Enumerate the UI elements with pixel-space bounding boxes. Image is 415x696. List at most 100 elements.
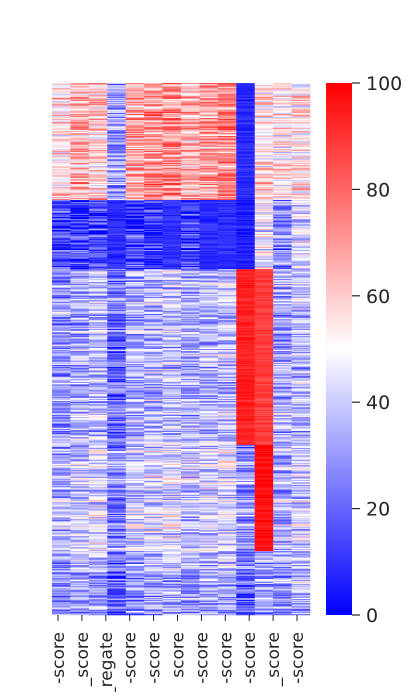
heatmap-cell (217, 153, 237, 155)
heatmap-cell (162, 436, 182, 438)
heatmap-cell (217, 372, 237, 374)
heatmap-cell (144, 453, 163, 455)
heatmap-cell (107, 444, 127, 447)
heatmap-cell (144, 276, 163, 279)
heatmap-cell (199, 437, 219, 439)
heatmap-cell (70, 237, 90, 239)
heatmap-cell (273, 256, 292, 258)
heatmap-cell (181, 136, 200, 138)
heatmap-cell (70, 355, 90, 357)
heatmap-cell (236, 171, 256, 173)
heatmap-cell (181, 110, 200, 113)
heatmap-cell (273, 217, 292, 219)
heatmap-cell (291, 323, 311, 325)
heatmap-cell (273, 114, 292, 117)
heatmap-cell (107, 213, 127, 216)
heatmap-cell (144, 419, 163, 421)
heatmap-cell (217, 410, 237, 413)
heatmap-cell (88, 333, 108, 335)
heatmap-cell (291, 155, 311, 157)
heatmap-cell (144, 269, 163, 271)
heatmap-cell (254, 363, 274, 366)
heatmap-cell (88, 349, 108, 351)
heatmap-cell (70, 144, 90, 147)
heatmap-cell (144, 198, 163, 201)
heatmap-cell (52, 329, 71, 332)
heatmap-cell (217, 335, 237, 337)
heatmap-cell (291, 410, 311, 413)
heatmap-cell (217, 86, 237, 88)
heatmap-cell (88, 373, 108, 375)
heatmap-cell (236, 241, 256, 243)
heatmap-cell (52, 157, 71, 159)
heatmap-cell (291, 89, 311, 91)
heatmap-cell (107, 350, 127, 352)
heatmap-cell (88, 120, 108, 122)
heatmap-cell (162, 278, 182, 281)
heatmap-cell (88, 408, 108, 410)
heatmap-cell (125, 192, 145, 194)
heatmap-cell (162, 225, 182, 227)
heatmap-cell (236, 209, 256, 211)
heatmap-cell (107, 173, 127, 175)
heatmap-cell (70, 404, 90, 406)
heatmap-cell (291, 184, 311, 186)
heatmap-cell (236, 210, 256, 213)
heatmap-cell (254, 146, 274, 149)
heatmap-cell (291, 163, 311, 166)
heatmap-cell (199, 405, 219, 407)
heatmap-cell (162, 440, 182, 442)
heatmap-cell (236, 152, 256, 154)
heatmap-cell (199, 443, 219, 446)
heatmap-cell (217, 201, 237, 203)
heatmap-cell (181, 456, 200, 458)
heatmap-cell (273, 405, 292, 407)
heatmap-cell (107, 430, 127, 433)
heatmap-cell (236, 164, 256, 167)
heatmap-cell (70, 458, 90, 460)
heatmap-cell (291, 293, 311, 296)
heatmap-cell (70, 201, 90, 203)
heatmap-cell (107, 148, 127, 151)
heatmap-cell (199, 360, 219, 363)
heatmap-cell (254, 88, 274, 90)
heatmap-cell (88, 141, 108, 143)
heatmap-cell (107, 329, 127, 332)
heatmap-cell (144, 190, 163, 192)
heatmap-cell (217, 134, 237, 136)
heatmap-cell (88, 133, 108, 135)
heatmap-cell (125, 103, 145, 105)
heatmap-cell (199, 390, 219, 392)
heatmap-cell (199, 112, 219, 115)
heatmap-cell (291, 268, 311, 270)
heatmap-cell (199, 436, 219, 438)
heatmap-cell (273, 383, 292, 385)
heatmap-cell (254, 311, 274, 314)
heatmap-cell (291, 347, 311, 350)
heatmap-cell (107, 374, 127, 376)
heatmap-cell (70, 397, 90, 400)
heatmap-cell (217, 244, 237, 247)
heatmap-cell (162, 133, 182, 135)
heatmap-cell (70, 101, 90, 103)
heatmap-cell (107, 165, 127, 168)
heatmap-cell (217, 238, 237, 240)
heatmap-cell (144, 257, 163, 259)
heatmap-cell (88, 380, 108, 383)
heatmap-cell (217, 429, 237, 432)
heatmap-cell (144, 275, 163, 277)
heatmap-cell (125, 366, 145, 368)
heatmap-cell (217, 262, 237, 265)
heatmap-cell (199, 191, 219, 193)
heatmap-cell (144, 309, 163, 311)
heatmap-cell (236, 353, 256, 355)
heatmap-cell (52, 399, 71, 401)
heatmap-cell (236, 184, 256, 186)
heatmap-cell (125, 146, 145, 149)
heatmap-cell (70, 292, 90, 294)
heatmap-cell (144, 394, 163, 397)
heatmap-cell (273, 268, 292, 270)
heatmap-cell (88, 109, 108, 111)
heatmap-cell (52, 392, 71, 394)
heatmap-cell (88, 295, 108, 298)
